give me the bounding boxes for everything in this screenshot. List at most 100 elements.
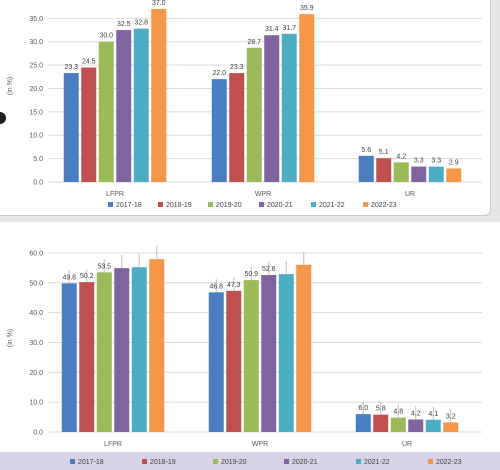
- bar: [425, 419, 441, 432]
- data-label: 50.2: [80, 273, 94, 280]
- bar: [446, 168, 462, 182]
- bar: [299, 14, 315, 183]
- bar: [131, 267, 147, 432]
- data-label: 23.3: [230, 64, 244, 71]
- data-label: 35.9: [300, 5, 314, 12]
- y-tick-label: 0.0: [33, 430, 43, 437]
- legend-swatch: [213, 459, 218, 464]
- y-axis-label: (in %): [7, 77, 14, 95]
- data-label: 5.8: [376, 406, 386, 413]
- legend-entry: 2017-18: [78, 459, 104, 466]
- y-tick-label: 10.0: [29, 133, 43, 140]
- y-tick-label: 35.0: [29, 16, 43, 23]
- data-label: 49.8: [62, 274, 76, 281]
- bar: [246, 47, 262, 183]
- data-label: 31.7: [282, 25, 296, 32]
- y-tick-label: 40.0: [29, 310, 43, 317]
- bar: [243, 280, 259, 432]
- y-tick-label: 30.0: [29, 340, 43, 347]
- bar: [278, 274, 294, 432]
- data-label: 22.0: [212, 70, 226, 77]
- data-label: 32.8: [134, 20, 148, 27]
- data-label: 47.3: [227, 282, 241, 289]
- data-label: 52.6: [262, 266, 276, 273]
- bar: [79, 282, 95, 432]
- bar: [61, 283, 77, 432]
- bar: [373, 414, 389, 432]
- data-label: 3.3: [431, 158, 441, 165]
- legend-swatch: [70, 459, 75, 464]
- bar: [151, 9, 167, 183]
- bar: [96, 272, 112, 432]
- data-label: 37.0: [152, 0, 166, 7]
- bar: [63, 73, 79, 182]
- legend-entry: 2017-18: [116, 202, 142, 209]
- data-label: 46.8: [209, 283, 223, 290]
- legend-entry: 2022-23: [436, 459, 462, 466]
- data-label: 23.3: [64, 64, 78, 71]
- legend-entry: 2019-20: [221, 459, 247, 466]
- legend-swatch: [158, 202, 163, 207]
- legend-swatch: [428, 459, 433, 464]
- legend-entry: 2018-19: [166, 202, 192, 209]
- y-tick-label: 10.0: [29, 400, 43, 407]
- bar: [208, 292, 224, 432]
- bar: [264, 35, 280, 182]
- bar: [281, 33, 297, 182]
- bar: [226, 290, 242, 432]
- bar: [133, 28, 149, 182]
- legend-swatch: [208, 202, 213, 207]
- pointer-dot-icon: [0, 112, 6, 124]
- legend-swatch: [142, 459, 147, 464]
- data-label: 2.9: [449, 159, 459, 166]
- y-tick-label: 20.0: [29, 86, 43, 93]
- data-label: 6.0: [358, 405, 368, 412]
- bar: [211, 79, 227, 182]
- data-label: 3.2: [446, 413, 456, 420]
- legend-entry: 2020-21: [267, 202, 293, 209]
- legend-entry: 2018-19: [150, 459, 176, 466]
- legend-band: [0, 452, 500, 470]
- y-tick-label: 60.0: [29, 250, 43, 257]
- legend-entry: 2022-23: [371, 202, 397, 209]
- data-label: 4.8: [393, 409, 403, 416]
- data-label: 4.2: [396, 153, 406, 160]
- legend-swatch: [284, 459, 289, 464]
- data-label: 5.1: [379, 149, 389, 156]
- legend-swatch: [363, 202, 368, 207]
- bar: [408, 419, 424, 432]
- legend-swatch: [108, 202, 113, 207]
- data-label: 24.5: [82, 58, 96, 65]
- y-tick-label: 25.0: [29, 63, 43, 70]
- bar: [114, 268, 130, 432]
- category-label: LFPR: [104, 441, 122, 448]
- data-label: 4.1: [428, 411, 438, 418]
- data-label: 28.7: [247, 39, 261, 46]
- data-label: 50.9: [244, 271, 258, 278]
- data-label: 4.2: [411, 410, 421, 417]
- y-axis-label: (in %): [7, 329, 14, 347]
- legend-swatch: [311, 202, 316, 207]
- category-label: UR: [402, 441, 412, 448]
- bar: [358, 155, 374, 182]
- legend-entry: 2021-22: [319, 202, 345, 209]
- y-tick-label: 5.0: [33, 156, 43, 163]
- legend-entry: 2021-22: [364, 459, 390, 466]
- category-label: WPR: [255, 191, 271, 198]
- bar: [81, 67, 97, 182]
- category-label: WPR: [252, 441, 268, 448]
- y-tick-label: 0.0: [33, 180, 43, 187]
- data-label: 5.6: [361, 147, 371, 154]
- legend-swatch: [259, 202, 264, 207]
- bar: [428, 166, 444, 182]
- y-tick-label: 30.0: [29, 39, 43, 46]
- bar: [149, 259, 165, 432]
- bar: [355, 414, 371, 432]
- bar: [376, 158, 392, 182]
- data-label: 3.3: [414, 158, 424, 165]
- data-label: 31.4: [265, 26, 279, 33]
- bar: [116, 30, 132, 183]
- data-label: 30.0: [99, 33, 113, 40]
- data-label: 53.5: [97, 263, 111, 270]
